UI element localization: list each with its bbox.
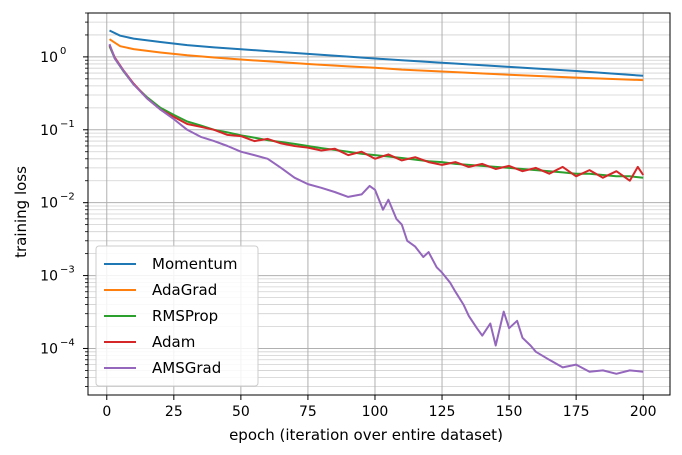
legend-label: AMSGrad [152, 359, 221, 377]
plot-frame [87, 12, 671, 396]
y-tick-label: 10 [40, 269, 58, 285]
y-tick-label: 10 [40, 196, 58, 212]
x-tick-label: 175 [563, 404, 590, 420]
legend-label: Adam [152, 333, 195, 351]
y-tick-label: 10 [40, 123, 58, 139]
x-tick-label: 200 [630, 404, 657, 420]
y-axis-label: training loss [12, 166, 30, 258]
series-line-adagrad [108, 38, 644, 82]
x-tick-label: 125 [429, 404, 456, 420]
series-line-amsgrad [108, 43, 644, 375]
x-tick-label: 150 [496, 404, 523, 420]
y-tick-exponent: −3 [60, 265, 75, 276]
legend-box [95, 245, 259, 387]
y-tick-exponent: −1 [60, 119, 75, 130]
y-tick-exponent: 0 [60, 46, 66, 57]
x-tick-label: 0 [102, 404, 111, 420]
y-tick-exponent: −2 [60, 192, 75, 203]
legend-label: Momentum [152, 255, 237, 273]
series-layer [108, 29, 645, 375]
legend-label: AdaGrad [152, 281, 217, 299]
x-tick-label: 50 [232, 404, 250, 420]
series-line-adam [108, 44, 645, 182]
x-axis-label: epoch (iteration over entire dataset) [229, 426, 503, 444]
x-tick-label: 100 [362, 404, 389, 420]
y-tick-label: 10 [40, 341, 58, 357]
legend: Momentum AdaGrad RMSProp Adam AMSGrad [95, 245, 259, 387]
x-tick-label: 75 [299, 404, 317, 420]
series-line-momentum [109, 29, 644, 77]
x-axis: 0 25 50 75 100 125 150 175 200 [102, 395, 657, 420]
y-tick-label: 10 [40, 50, 58, 66]
x-tick-label: 25 [165, 404, 183, 420]
y-tick-exponent: −4 [60, 337, 75, 348]
legend-label: RMSProp [152, 307, 218, 325]
